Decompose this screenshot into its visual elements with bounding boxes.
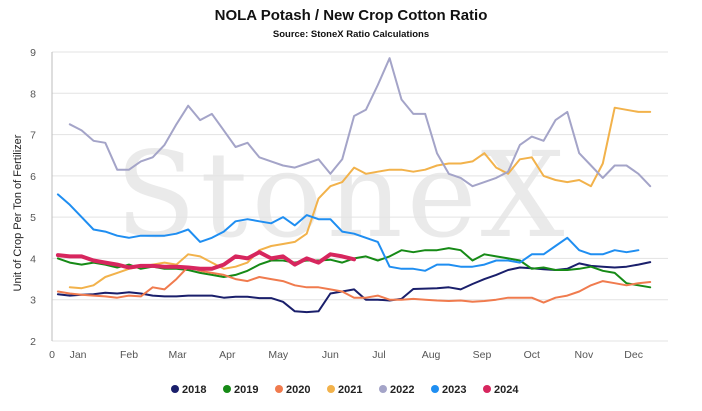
x-tick-label: Jan	[70, 349, 87, 361]
x-tick-label: Apr	[219, 349, 236, 361]
legend-item-2020[interactable]: 2020	[275, 384, 310, 396]
x-tick-label: Nov	[575, 349, 594, 361]
series-line-2021	[68, 106, 652, 290]
legend-label: 2024	[494, 384, 519, 396]
legend-label: 2023	[442, 384, 466, 396]
y-tick-label: 9	[30, 47, 36, 59]
x-tick-label: Sep	[473, 349, 492, 361]
stonex-watermark: StoneX	[115, 126, 568, 264]
legend-item-2019[interactable]: 2019	[223, 384, 258, 396]
legend-marker	[171, 385, 179, 393]
series-line-2022	[68, 57, 652, 188]
y-tick-label: 8	[30, 88, 36, 100]
y-tick-label: 6	[30, 171, 36, 183]
legend-label: 2019	[234, 384, 258, 396]
legend-label: 2018	[182, 384, 206, 396]
series-line-2023	[56, 193, 640, 272]
chart-subtitle: Source: StoneX Ratio Calculations	[273, 29, 429, 40]
legend: 2018 2019 2020 2021 2022 2023 2024	[171, 384, 519, 396]
legend-marker	[379, 385, 387, 393]
legend-item-2024[interactable]: 2024	[483, 384, 519, 396]
y-tick-label: 7	[30, 130, 36, 142]
y-tick-label: 5	[30, 212, 36, 224]
grid-lines	[52, 51, 668, 342]
legend-item-2022[interactable]: 2022	[379, 384, 414, 396]
x-tick-label: Jun	[322, 349, 339, 361]
legend-marker	[223, 385, 231, 393]
legend-item-2018[interactable]: 2018	[171, 384, 206, 396]
x-tick-label: Aug	[422, 349, 441, 361]
legend-marker	[431, 385, 439, 393]
y-axis-label: Unit of Crop Per Ton of Fertilizer	[12, 134, 24, 291]
legend-item-2023[interactable]: 2023	[431, 384, 466, 396]
series-line-2020	[56, 265, 652, 304]
x-tick-label: Oct	[524, 349, 540, 361]
legend-marker	[275, 385, 283, 393]
y-tick-label: 3	[30, 295, 36, 307]
legend-label: 2021	[338, 384, 362, 396]
series-lines	[55, 57, 652, 314]
x-tick-label: Jul	[372, 349, 385, 361]
chart-title: NOLA Potash / New Crop Cotton Ratio	[215, 7, 488, 24]
legend-label: 2022	[390, 384, 414, 396]
legend-marker	[483, 385, 491, 393]
y-tick-label: 4	[30, 253, 36, 265]
x-tick-label: 0	[49, 349, 55, 361]
y-tick-label: 2	[30, 336, 36, 348]
x-tick-label: Feb	[120, 349, 138, 361]
series-line-2024	[55, 250, 357, 271]
x-tick-label: Mar	[169, 349, 188, 361]
axes: 2 3 4 5 6 7 8 9 0 Jan Feb Mar Apr May Jun Jul Aug Sep Oct N…	[30, 47, 643, 361]
x-tick-label: Dec	[624, 349, 643, 361]
legend-marker	[327, 385, 335, 393]
x-tick-label: May	[268, 349, 289, 361]
legend-label: 2020	[286, 384, 310, 396]
legend-item-2021[interactable]: 2021	[327, 384, 362, 396]
